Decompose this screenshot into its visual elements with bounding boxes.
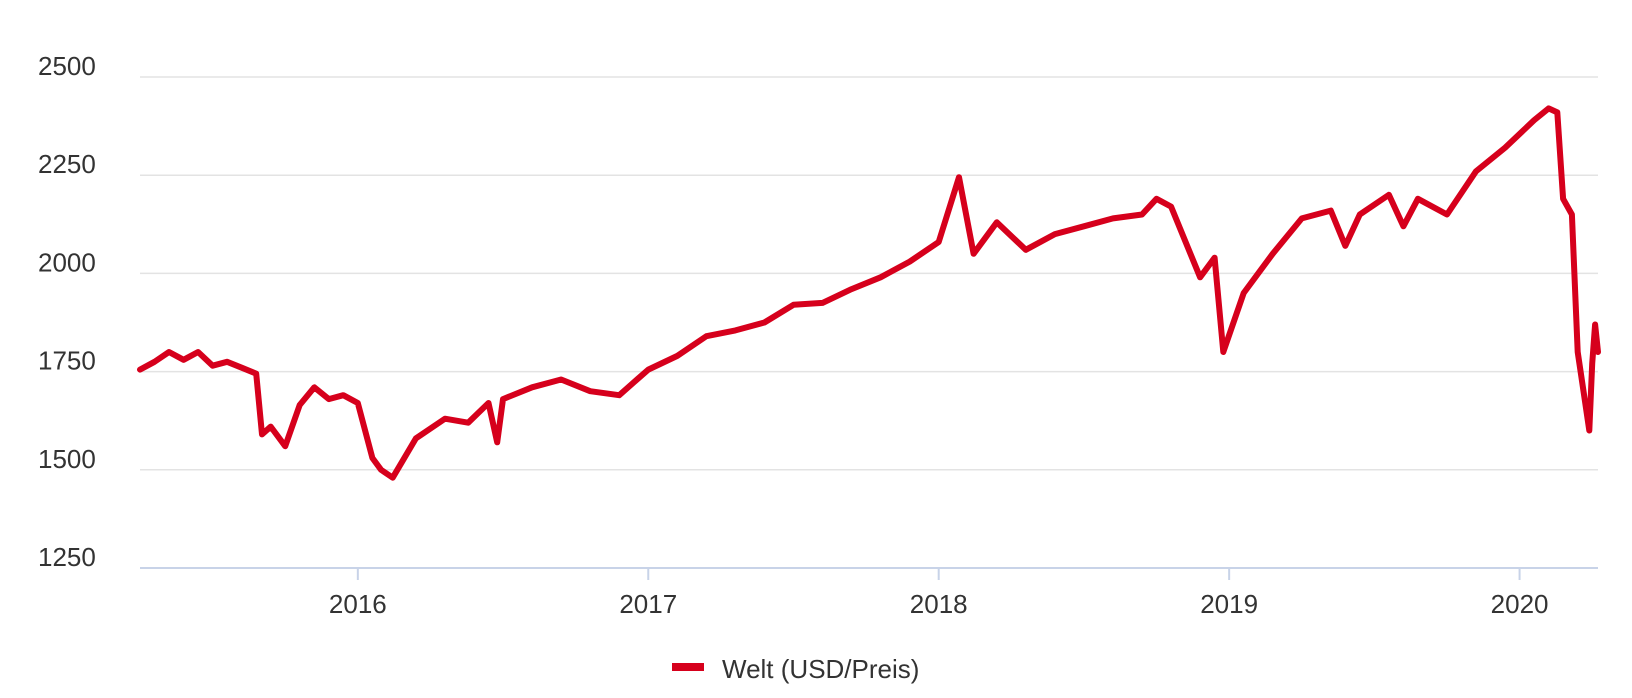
x-tick-label: 2017 bbox=[619, 589, 677, 619]
y-tick-label: 1250 bbox=[38, 542, 96, 572]
y-tick-label: 2000 bbox=[38, 247, 96, 277]
x-tick-label: 2019 bbox=[1200, 589, 1258, 619]
legend-label: Welt (USD/Preis) bbox=[722, 654, 919, 684]
legend[interactable]: Welt (USD/Preis) bbox=[672, 654, 919, 684]
x-tick-label: 2016 bbox=[329, 589, 387, 619]
x-tick-label: 2020 bbox=[1491, 589, 1549, 619]
series-line-welt[interactable] bbox=[137, 105, 1601, 481]
legend-swatch bbox=[672, 663, 704, 671]
y-tick-label: 2250 bbox=[38, 149, 96, 179]
x-tick-label: 2018 bbox=[910, 589, 968, 619]
grid-lines bbox=[140, 76, 1598, 471]
y-tick-label: 1500 bbox=[38, 444, 96, 474]
y-tick-label: 1750 bbox=[38, 346, 96, 376]
y-axis-ticks: 1250 1500 1750 2000 2250 2500 bbox=[38, 51, 96, 572]
y-tick-label: 2500 bbox=[38, 51, 96, 81]
x-axis-ticks: 2016 2017 2018 2019 2020 bbox=[329, 568, 1549, 619]
